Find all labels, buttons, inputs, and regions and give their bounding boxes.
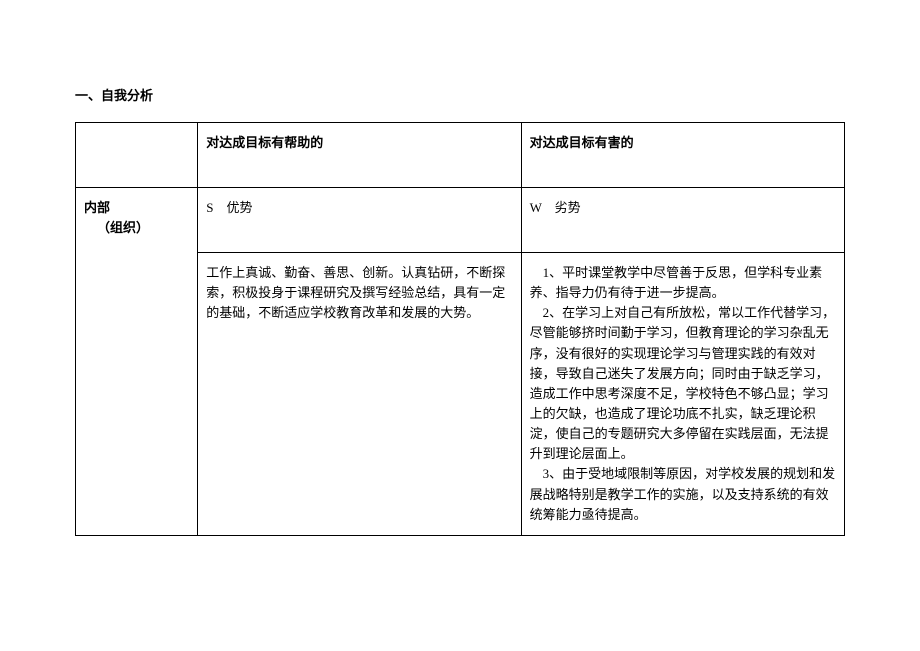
table-row: 对达成目标有帮助的 对达成目标有害的 xyxy=(76,123,845,188)
weaknesses-p1: 1、平时课堂教学中尽管善于反思，但学科专业素养、指导力仍有待于进一步提高。 xyxy=(530,263,836,303)
row-label-internal: 内部 （组织） xyxy=(76,188,198,536)
w-label: W 劣势 xyxy=(530,200,581,215)
s-label: S 优势 xyxy=(206,200,252,215)
weaknesses-label-cell: W 劣势 xyxy=(521,188,844,253)
strengths-content-cell: 工作上真诚、勤奋、善思、创新。认真钻研，不断探索，积极投身于课程研究及撰写经验总… xyxy=(198,253,521,536)
section-heading: 一、自我分析 xyxy=(75,85,845,104)
header-helpful-cell: 对达成目标有帮助的 xyxy=(198,123,521,188)
header-harmful-cell: 对达成目标有害的 xyxy=(521,123,844,188)
weaknesses-content-cell: 1、平时课堂教学中尽管善于反思，但学科专业素养、指导力仍有待于进一步提高。 2、… xyxy=(521,253,844,536)
row-label-line1: 内部 xyxy=(84,200,110,215)
weaknesses-p3: 3、由于受地域限制等原因，对学校发展的规划和发展战略特别是教学工作的实施，以及支… xyxy=(530,464,836,524)
document-page: 一、自我分析 对达成目标有帮助的 对达成目标有害的 内部 （组织） S 优势 W… xyxy=(0,0,920,536)
strengths-text: 工作上真诚、勤奋、善思、创新。认真钻研，不断探索，积极投身于课程研究及撰写经验总… xyxy=(206,263,512,323)
row-label-line2: （组织） xyxy=(84,218,189,238)
weaknesses-p2: 2、在学习上对自己有所放松，常以工作代替学习，尽管能够挤时间勤于学习，但教育理论… xyxy=(530,303,836,464)
swot-table: 对达成目标有帮助的 对达成目标有害的 内部 （组织） S 优势 W 劣势 工作上… xyxy=(75,122,845,536)
strengths-label-cell: S 优势 xyxy=(198,188,521,253)
table-row: 内部 （组织） S 优势 W 劣势 xyxy=(76,188,845,253)
header-blank-cell xyxy=(76,123,198,188)
